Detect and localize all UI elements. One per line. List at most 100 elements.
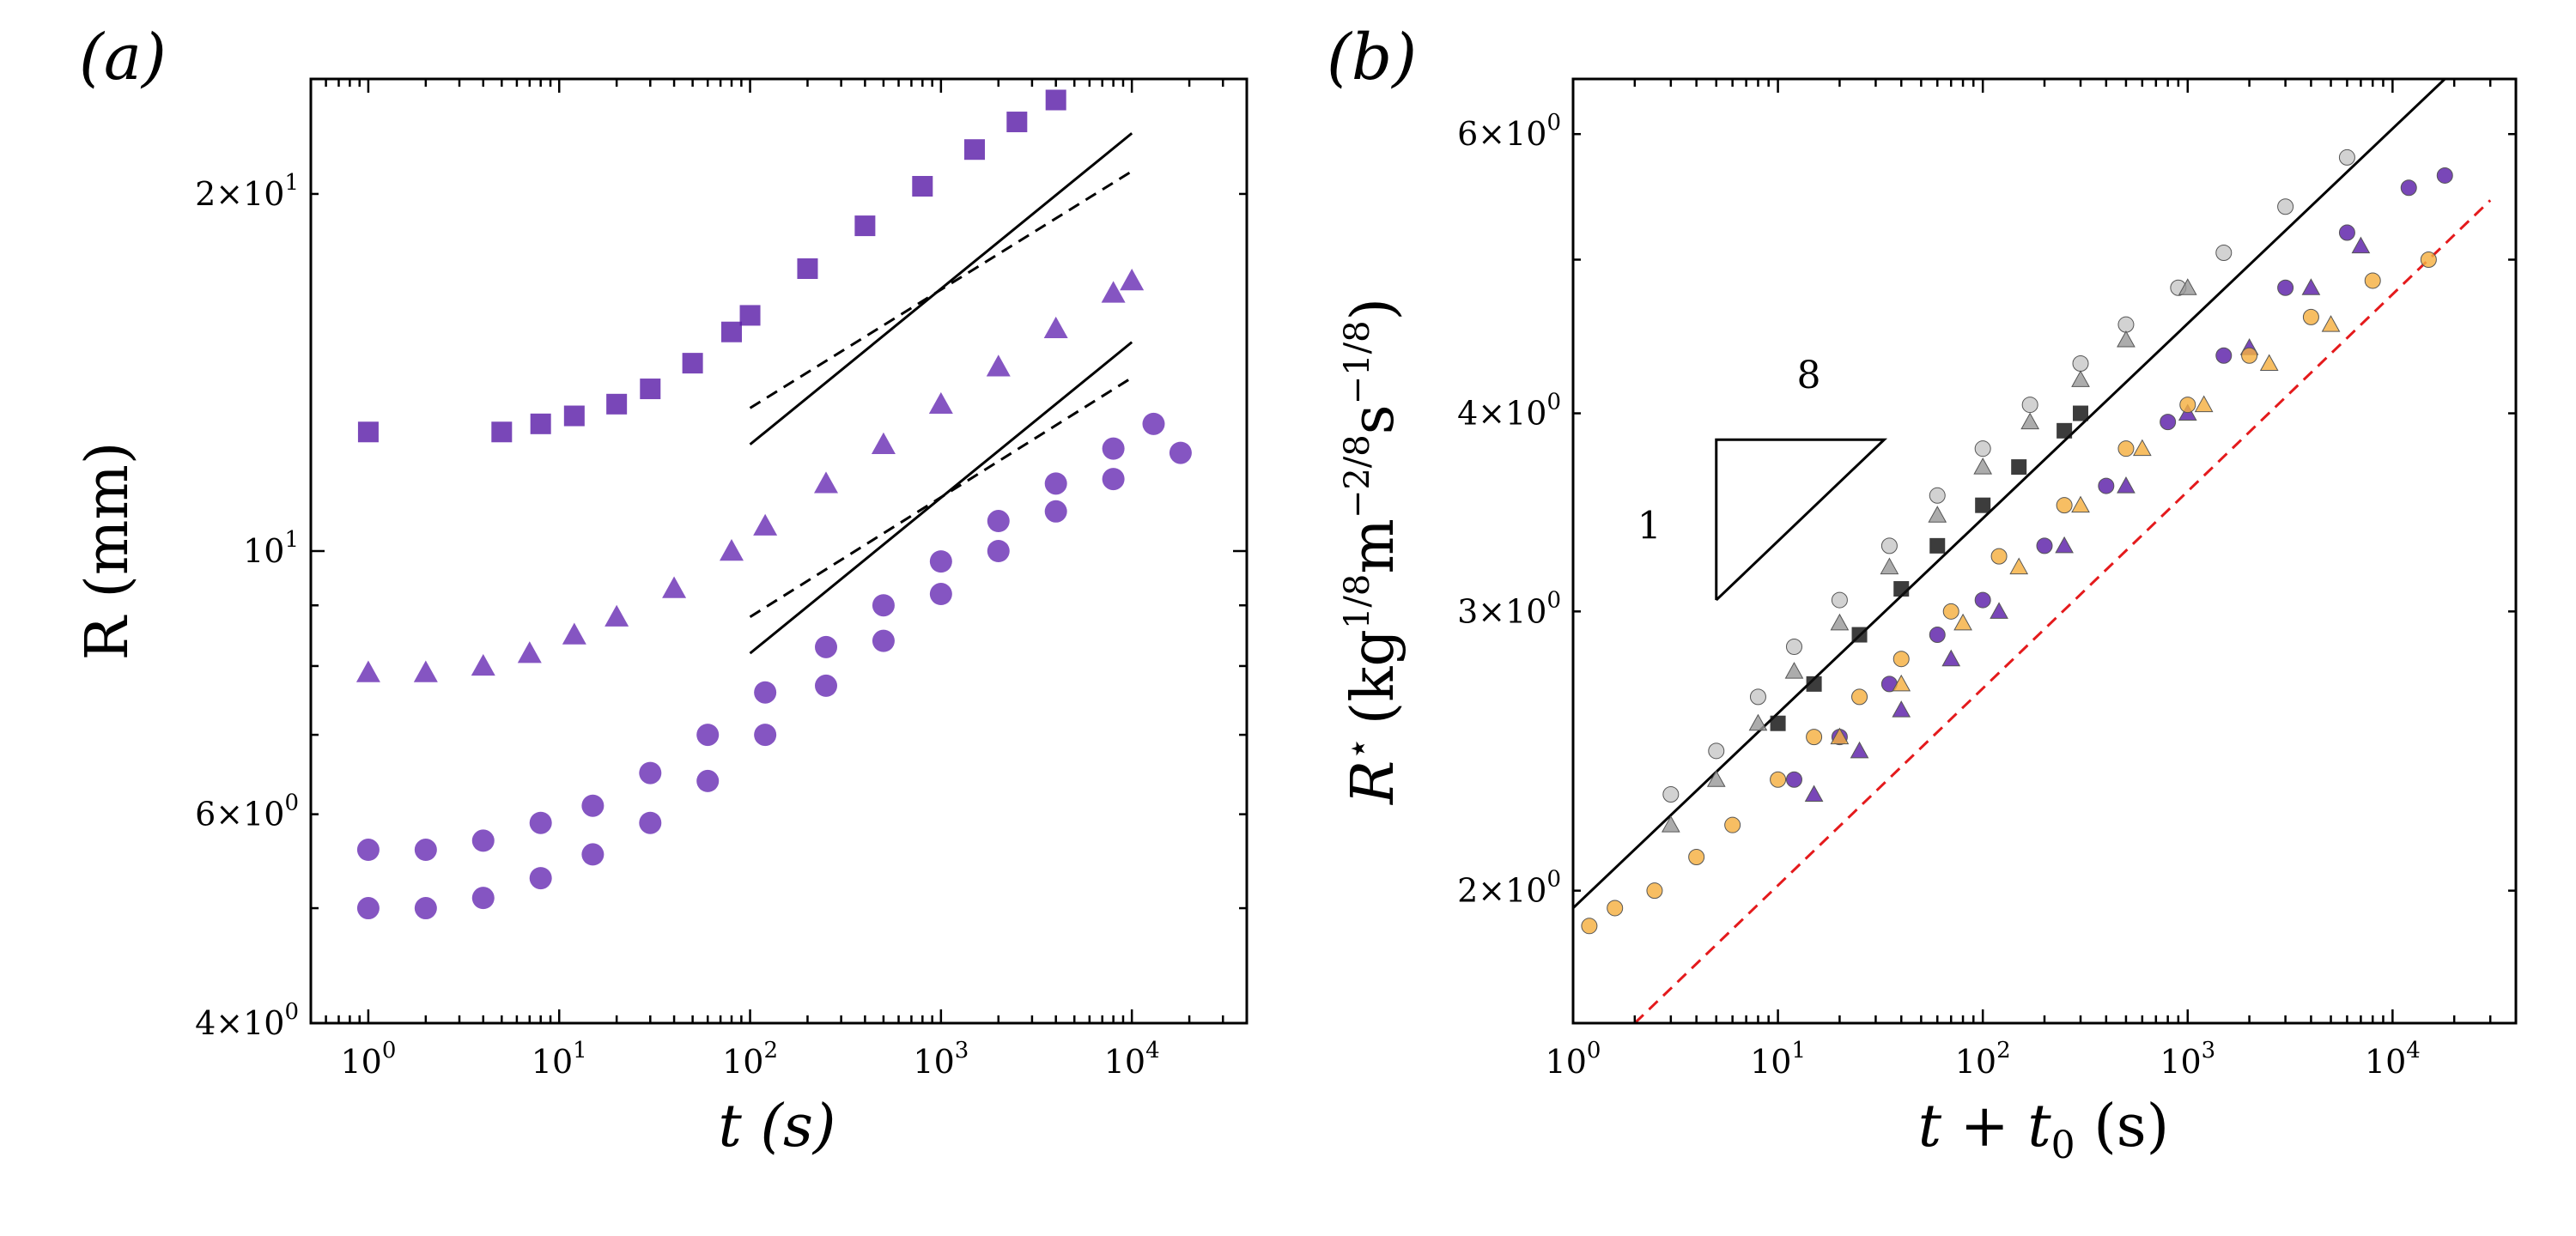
panel-a-point-square-0-13 [1006,112,1028,133]
panel-b-point-triangle-6-5 [2132,439,2152,457]
panel-b-x-tick-label-3: 103 [2160,1038,2215,1081]
panel-a-point-square-0-9 [797,258,818,279]
panel-a-y-tick-label-2: 101 [243,527,299,570]
x-label-subscript: 0 [2051,1124,2075,1167]
panel-b-point-circle-3-7 [2160,414,2177,431]
panel-b-point-square-2-1 [1806,676,1822,692]
tick-base: 6×10 [195,796,284,833]
tick-exponent: 0 [1546,110,1561,136]
panel-a-point-circle-3-11 [987,540,1010,562]
panel-b-point-triangle-1-4 [1830,613,1850,631]
panel-b-point-triangle-4-3 [1941,649,1961,667]
tick-base: 10 [1546,1043,1587,1081]
panel-a-point-circle-3-8 [815,674,838,697]
tick-base: 10 [1104,1043,1145,1081]
panel-b-point-square-2-8 [2073,405,2089,421]
panel-b-point-triangle-4-5 [2055,536,2074,554]
panel-b-point-circle-3-0 [1785,771,1802,788]
panel-b-point-triangle-1-3 [1784,662,1804,679]
panel-b-point-triangle-1-0 [1661,815,1680,833]
panel-a-y-axis-label: R (mm) [74,442,142,661]
panel-b-point-circle-3-8 [2215,347,2233,364]
panel-b-point-circle-5-10 [1990,548,2008,565]
panel-a-point-triangle-1-9 [814,471,839,494]
panel-b-point-square-2-5 [1975,497,1991,513]
y-label-open: (kg [1340,629,1407,724]
panel-a-point-triangle-1-6 [662,576,687,598]
panel-b-point-circle-5-14 [2241,347,2258,364]
panel-b-point-circle-0-9 [2072,355,2089,373]
panel-b-point-circle-5-6 [1806,729,1823,746]
panel-a-point-square-0-4 [606,393,628,415]
panel-b-point-circle-0-3 [1785,638,1802,655]
panel-a-x-tick-label-2: 102 [722,1038,778,1081]
tick-exponent: 2 [1996,1038,2011,1063]
panel-a-point-triangle-1-4 [562,622,586,645]
panel-a-point-circle-2-1 [414,839,437,862]
tick-base: 4×10 [195,1004,284,1042]
panel-a-x-tick-label-1: 101 [532,1038,587,1081]
panel-b-y-tick-label-2: 4×100 [1457,390,1561,433]
panel-b-point-triangle-4-2 [1892,700,1911,718]
panel-b-point-circle-0-12 [2215,245,2233,262]
panel-b-point-circle-0-14 [2338,148,2355,166]
panel-b-y-tick-label-0: 2×100 [1457,867,1561,910]
panel-a-point-circle-2-2 [471,829,495,852]
panel-a-point-triangle-1-13 [1043,316,1068,339]
panel-a-x-tick-label-0: 100 [340,1038,396,1081]
tick-base: 10 [1750,1043,1791,1081]
panel-b-point-circle-0-0 [1662,786,1680,803]
panel-a-point-circle-3-7 [754,724,777,747]
panel-b-point-triangle-1-9 [2071,370,2090,387]
panel-b-point-triangle-6-2 [1953,613,1972,631]
panel-b-point-circle-5-2 [1646,882,1663,900]
panel-a-point-triangle-1-5 [605,604,629,627]
panel-a-point-square-0-2 [530,413,551,434]
panel-a-point-circle-3-5 [639,811,662,834]
slope-rise-label: 1 [1637,505,1662,548]
panel-a-plot-area [355,89,1192,920]
panel-a-point-circle-2-6 [696,724,720,747]
panel-b-x-tick-label-1: 101 [1750,1038,1806,1081]
panel-b-point-triangle-6-7 [2259,354,2279,372]
x-label-plus: + [1941,1093,2027,1160]
panel-b-point-circle-0-5 [1880,537,1898,554]
panel-b-point-triangle-1-5 [1880,557,1899,575]
panel-a-x-axis-label: t (s) [719,1093,836,1160]
panel-a-point-triangle-1-15 [1120,269,1145,291]
panel-b-point-triangle-1-10 [2117,330,2136,348]
panel-b-point-square-2-7 [2057,422,2073,439]
panel-b-point-circle-0-4 [1831,591,1848,609]
panel-b-point-triangle-1-2 [1748,713,1768,731]
panel-b-point-triangle-4-10 [2351,236,2371,254]
panel-a-point-circle-2-7 [754,681,777,704]
panel-a-x-axis-label-text: t (s) [719,1093,836,1160]
tick-base: 10 [340,1043,381,1081]
panel-b-point-triangle-6-8 [2321,315,2341,332]
panel-b-point-triangle-6-3 [2009,557,2029,575]
panel-a-point-square-0-6 [682,353,703,374]
x-label-t0: t [2027,1093,2051,1160]
panel-a-point-circle-3-3 [529,867,552,890]
y-label-r: R [1340,760,1407,806]
tick-base: 10 [243,532,284,570]
panel-b-point-square-2-3 [1893,581,1910,597]
tick-base: 10 [913,1043,954,1081]
panel-a-y-tick-label-3: 2×101 [195,170,299,213]
y-label-close: ) [1340,298,1407,321]
panel-b-point-circle-0-13 [2277,198,2294,215]
tick-base: 10 [1955,1043,1996,1081]
panel-a-point-circle-3-1 [414,897,437,920]
panel-b-point-triangle-1-6 [1928,506,1947,523]
panel-b-point-circle-0-10 [2117,316,2135,333]
y-label-exp3: −1/8 [1338,320,1377,404]
panel-b-point-triangle-1-8 [2020,412,2040,430]
panel-b-plot-area [1573,79,2492,1023]
tick-exponent: 2 [763,1038,778,1063]
panel-b-point-circle-5-9 [1942,603,1959,620]
panel-b-point-circle-0-2 [1749,688,1766,706]
panel-a-point-triangle-1-0 [355,660,380,682]
slope-triangle-shape [1715,438,1888,602]
tick-base: 2×10 [1457,872,1546,910]
